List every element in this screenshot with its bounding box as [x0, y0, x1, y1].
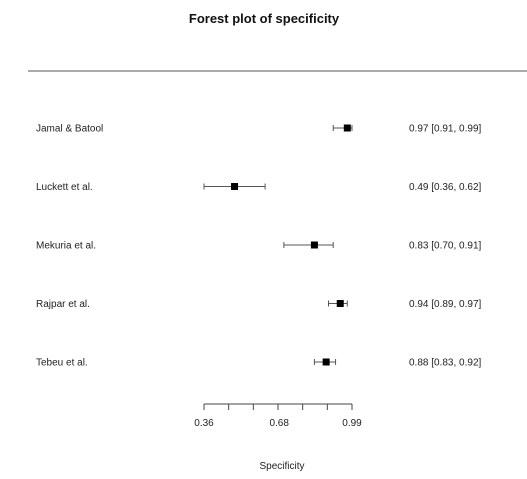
point-estimate-marker: [336, 300, 344, 307]
study-label: Luckett et al.: [36, 182, 93, 193]
x-axis: 0.36 0.68 0.99: [194, 403, 362, 429]
x-tick-label: 0.68: [269, 418, 289, 429]
study-row: Mekuria et al. 0.83 [0.70, 0.91]: [36, 241, 482, 252]
study-row: Jamal & Batool 0.97 [0.91, 0.99]: [36, 124, 482, 135]
chart-title: Forest plot of specificity: [189, 11, 340, 26]
study-row: Rajpar et al. 0.94 [0.89, 0.97]: [36, 299, 482, 310]
study-label: Mekuria et al.: [36, 241, 96, 252]
ci-text: 0.97 [0.91, 0.99]: [409, 124, 482, 135]
point-estimate-marker: [343, 124, 351, 132]
ci-text: 0.49 [0.36, 0.62]: [409, 182, 482, 193]
study-rows: Jamal & Batool 0.97 [0.91, 0.99] Luckett e…: [36, 124, 482, 369]
point-estimate-marker: [231, 183, 239, 190]
x-tick-label: 0.99: [342, 418, 362, 429]
point-estimate-marker: [322, 358, 330, 366]
study-label: Rajpar et al.: [36, 299, 90, 310]
x-axis-label: Specificity: [259, 461, 304, 472]
ci-text: 0.88 [0.83, 0.92]: [409, 358, 482, 369]
ci-text: 0.94 [0.89, 0.97]: [409, 299, 482, 310]
ci-text: 0.83 [0.70, 0.91]: [409, 241, 482, 252]
study-row: Luckett et al. 0.49 [0.36, 0.62]: [36, 182, 482, 193]
study-label: Jamal & Batool: [36, 124, 103, 135]
x-tick-label: 0.36: [194, 418, 214, 429]
study-row: Tebeu et al. 0.88 [0.83, 0.92]: [36, 358, 482, 369]
point-estimate-marker: [310, 241, 318, 249]
study-label: Tebeu et al.: [36, 358, 88, 369]
